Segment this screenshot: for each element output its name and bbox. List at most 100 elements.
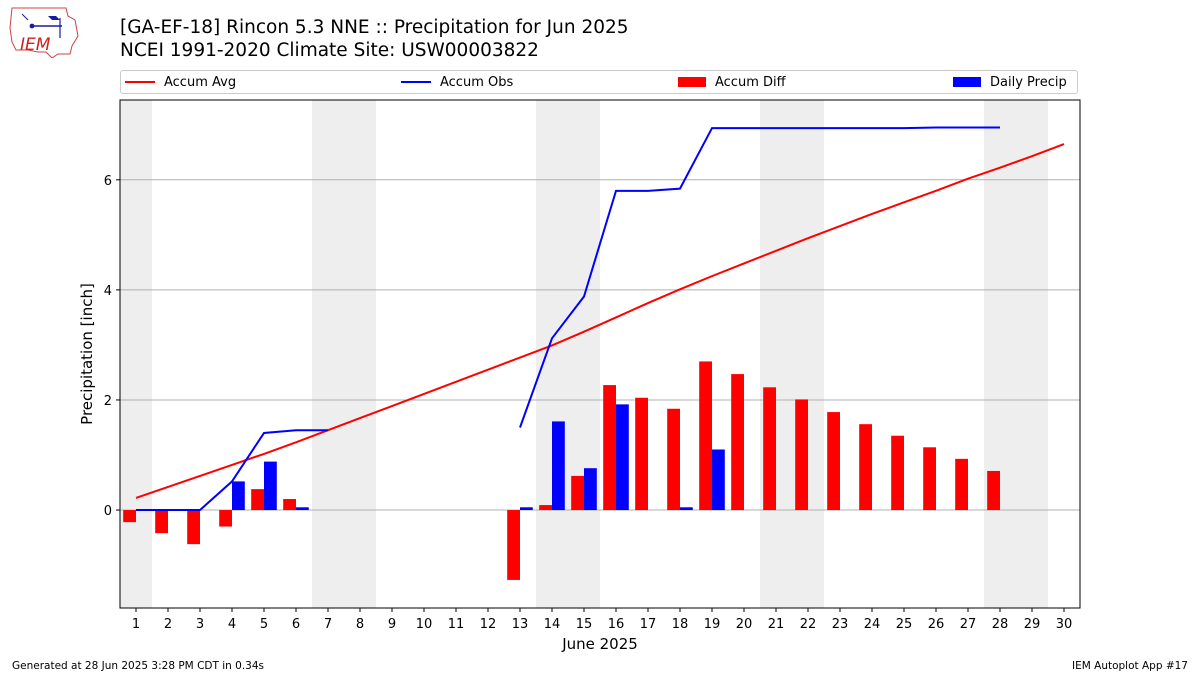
x-tick-label-4: 4	[228, 617, 236, 632]
weekend-band-1	[312, 100, 376, 608]
legend-item-accum-obs: Accum Obs	[401, 71, 513, 93]
bar-daily-precip-19	[712, 449, 725, 511]
chart-legend: Accum Avg Accum Obs Accum Diff Daily Pre…	[120, 70, 1078, 94]
x-tick-label-28: 28	[992, 617, 1009, 632]
legend-label-accum-obs: Accum Obs	[440, 74, 514, 90]
bar-accum-diff-5	[251, 489, 264, 511]
x-tick-label-26: 26	[928, 617, 945, 632]
bar-daily-precip-16	[616, 404, 629, 511]
x-tick-label-9: 9	[388, 617, 396, 632]
x-tick-label-3: 3	[196, 617, 204, 632]
legend-swatch-accum-obs	[401, 81, 431, 83]
legend-label-daily-precip: Daily Precip	[990, 74, 1067, 90]
x-tick-label-2: 2	[164, 617, 172, 632]
legend-item-accum-avg: Accum Avg	[125, 71, 236, 93]
bar-accum-diff-13	[507, 510, 520, 580]
bar-accum-diff-1	[123, 510, 136, 523]
x-tick-label-20: 20	[736, 617, 753, 632]
y-tick-label-6: 6	[104, 174, 112, 189]
bar-accum-diff-16	[603, 385, 616, 511]
bar-accum-diff-2	[155, 510, 168, 534]
bar-accum-diff-21	[763, 387, 776, 511]
iem-logo: IEM	[9, 7, 79, 58]
x-tick-label-23: 23	[832, 617, 849, 632]
x-tick-label-18: 18	[672, 617, 689, 632]
x-tick-label-27: 27	[960, 617, 977, 632]
bar-accum-diff-14	[539, 505, 552, 511]
y-axis-label: Precipitation [inch]	[78, 283, 96, 425]
x-tick-label-22: 22	[800, 617, 817, 632]
bar-accum-diff-3	[187, 510, 200, 545]
bar-daily-precip-5	[264, 461, 277, 511]
x-tick-label-14: 14	[544, 617, 561, 632]
x-tick-label-10: 10	[416, 617, 433, 632]
bar-accum-diff-6	[283, 499, 296, 511]
legend-item-accum-diff: Accum Diff	[678, 71, 786, 93]
weekend-shading	[120, 100, 1048, 608]
y-tick-label-4: 4	[104, 284, 112, 299]
y-tick-label-2: 2	[104, 394, 112, 409]
bar-accum-diff-19	[699, 361, 712, 511]
bar-accum-diff-25	[891, 435, 904, 511]
chart-title: [GA-EF-18] Rincon 5.3 NNE :: Precipitati…	[120, 17, 629, 38]
chart-subtitle: NCEI 1991-2020 Climate Site: USW00003822	[120, 40, 539, 61]
x-tick-label-7: 7	[324, 617, 332, 632]
legend-item-daily-precip: Daily Precip	[953, 71, 1067, 93]
legend-swatch-accum-diff	[678, 77, 706, 87]
x-tick-label-21: 21	[768, 617, 785, 632]
x-tick-label-15: 15	[576, 617, 593, 632]
weekend-band-0	[120, 100, 152, 608]
x-tick-label-12: 12	[480, 617, 497, 632]
weekend-band-4	[984, 100, 1048, 608]
weekend-band-3	[760, 100, 824, 608]
bar-daily-precip-6	[296, 507, 309, 511]
bar-accum-diff-15	[571, 475, 584, 511]
gridlines	[120, 179, 1080, 511]
x-tick-label-11: 11	[448, 617, 465, 632]
legend-swatch-accum-avg	[125, 81, 155, 83]
legend-label-accum-avg: Accum Avg	[164, 74, 237, 90]
lines	[135, 126, 1065, 512]
bars	[123, 361, 1000, 580]
generated-note: Generated at 28 Jun 2025 3:28 PM CDT in …	[12, 660, 265, 672]
line-accum-avg	[135, 143, 1065, 499]
x-tick-label-1: 1	[132, 617, 140, 632]
bar-daily-precip-18	[680, 507, 693, 511]
legend-swatch-daily-precip	[953, 77, 981, 87]
legend-label-accum-diff: Accum Diff	[715, 74, 786, 90]
bar-accum-diff-18	[667, 408, 680, 511]
bar-accum-diff-17	[635, 397, 648, 511]
bar-accum-diff-24	[859, 424, 872, 511]
bar-accum-diff-23	[827, 412, 840, 511]
bar-daily-precip-15	[584, 468, 597, 511]
app-note: IEM Autoplot App #17	[1072, 660, 1188, 672]
x-tick-label-29: 29	[1024, 617, 1041, 632]
line-accum-obs-segment-1	[519, 126, 1000, 428]
x-tick-label-30: 30	[1056, 617, 1073, 632]
bar-daily-precip-13	[520, 507, 533, 511]
plot-frame	[119, 99, 1081, 609]
bar-accum-diff-22	[795, 399, 808, 511]
bar-accum-diff-4	[219, 510, 232, 527]
bar-accum-diff-27	[955, 458, 968, 511]
line-accum-obs-segment-0	[136, 429, 328, 512]
x-tick-label-24: 24	[864, 617, 881, 632]
bar-accum-diff-20	[731, 374, 744, 511]
x-tick-label-25: 25	[896, 617, 913, 632]
x-tick-label-8: 8	[356, 617, 364, 632]
bar-accum-diff-28	[987, 470, 1000, 511]
bar-accum-diff-26	[923, 447, 936, 511]
bar-daily-precip-4	[232, 481, 245, 511]
x-tick-label-5: 5	[260, 617, 268, 632]
x-tick-label-16: 16	[608, 617, 625, 632]
bar-daily-precip-14	[552, 421, 565, 511]
y-tick-label-0: 0	[104, 504, 112, 519]
x-tick-label-13: 13	[512, 617, 529, 632]
x-tick-label-17: 17	[640, 617, 657, 632]
x-tick-label-6: 6	[292, 617, 300, 632]
x-axis-label: June 2025	[561, 635, 638, 653]
iem-logo-text: IEM	[20, 35, 51, 55]
x-tick-label-19: 19	[704, 617, 721, 632]
